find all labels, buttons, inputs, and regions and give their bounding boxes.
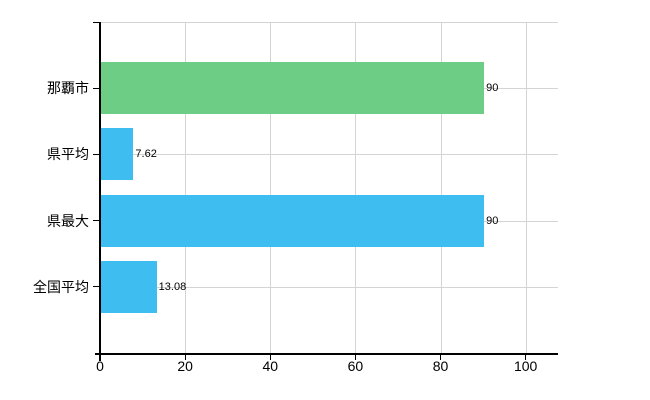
gridline-vertical <box>185 22 187 353</box>
y-axis-end-tick <box>93 21 100 23</box>
gridline-vertical <box>525 22 527 353</box>
gridline-vertical <box>270 22 272 353</box>
bar <box>101 194 485 247</box>
gridline-vertical <box>440 22 442 353</box>
x-tick-label: 80 <box>432 358 449 374</box>
x-tick-mark <box>525 355 527 360</box>
category-label: 那覇市 <box>47 80 89 97</box>
y-tick-mark <box>93 286 100 288</box>
x-tick-mark <box>354 355 356 360</box>
gridline-vertical <box>355 22 357 353</box>
bar <box>101 260 157 313</box>
bar-value-label: 13.08 <box>158 280 187 293</box>
category-label: 県最大 <box>47 212 89 229</box>
category-label: 県平均 <box>47 146 89 163</box>
x-tick-label: 60 <box>347 358 364 374</box>
bar-value-label: 90 <box>486 214 499 227</box>
gridline-horizontal <box>100 286 558 288</box>
gridline-horizontal <box>100 22 558 23</box>
y-tick-mark <box>93 87 100 89</box>
bar-value-label: 90 <box>486 82 499 95</box>
x-tick-mark <box>184 355 186 360</box>
y-axis-line <box>99 22 101 361</box>
bar-value-label: 7.62 <box>135 148 157 161</box>
x-tick-label: 20 <box>177 358 193 374</box>
bar <box>101 128 134 181</box>
y-tick-mark <box>93 153 100 155</box>
x-tick-label: 0 <box>96 358 104 374</box>
bar <box>101 62 485 115</box>
x-tick-label: 40 <box>262 358 279 374</box>
x-tick-label: 100 <box>513 358 538 374</box>
category-label: 全国平均 <box>33 278 89 295</box>
gridline-horizontal <box>100 154 558 156</box>
y-tick-mark <box>93 220 100 222</box>
x-tick-mark <box>440 355 442 360</box>
x-tick-mark <box>269 355 271 360</box>
x-axis-line <box>95 353 558 355</box>
